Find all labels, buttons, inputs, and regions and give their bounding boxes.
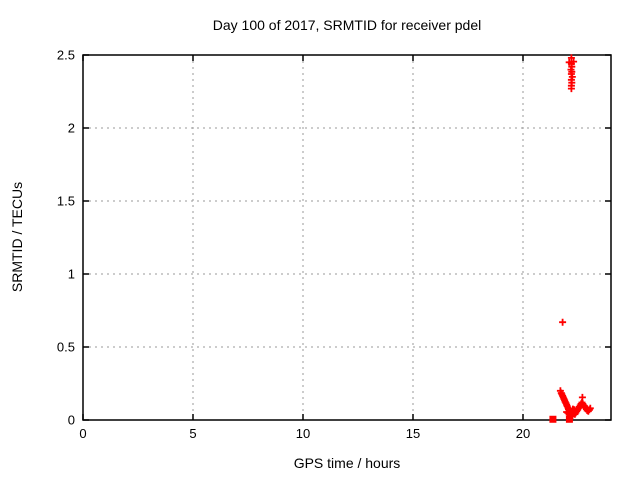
x-tick-label: 5 <box>189 426 196 441</box>
data-point-cluster <box>565 415 573 423</box>
y-tick-label: 0.5 <box>57 340 75 355</box>
y-tick-label: 0 <box>68 413 75 428</box>
y-axis-title: SRMTID / TECUs <box>9 181 25 293</box>
y-tick-label: 2 <box>68 121 75 136</box>
data-point <box>559 318 567 326</box>
x-tick-label: 15 <box>406 426 420 441</box>
data-point <box>567 85 575 93</box>
chart-title: Day 100 of 2017, SRMTID for receiver pde… <box>212 17 482 33</box>
y-tick-label: 1 <box>68 267 75 282</box>
y-tick-label: 1.5 <box>57 194 75 209</box>
data-point-cluster <box>549 415 557 423</box>
x-axis-title: GPS time / hours <box>293 455 401 471</box>
x-tick-label: 10 <box>296 426 310 441</box>
y-tick-label: 2.5 <box>57 48 75 63</box>
x-tick-label: 20 <box>516 426 530 441</box>
plot-border <box>82 54 612 421</box>
data-point <box>567 54 575 62</box>
x-tick-label: 0 <box>79 426 86 441</box>
data-point <box>586 404 594 412</box>
